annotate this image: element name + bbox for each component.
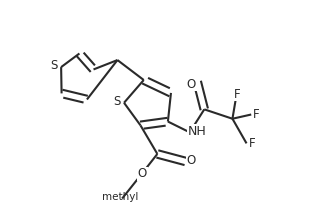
Text: F: F xyxy=(248,137,255,150)
Text: NH: NH xyxy=(188,125,206,138)
Text: F: F xyxy=(253,108,260,121)
Text: methyl: methyl xyxy=(102,192,138,202)
Text: O: O xyxy=(187,154,196,167)
Text: O: O xyxy=(187,77,196,91)
Text: O: O xyxy=(138,167,147,180)
Text: F: F xyxy=(234,88,241,101)
Text: S: S xyxy=(113,95,121,108)
Text: S: S xyxy=(51,59,58,72)
